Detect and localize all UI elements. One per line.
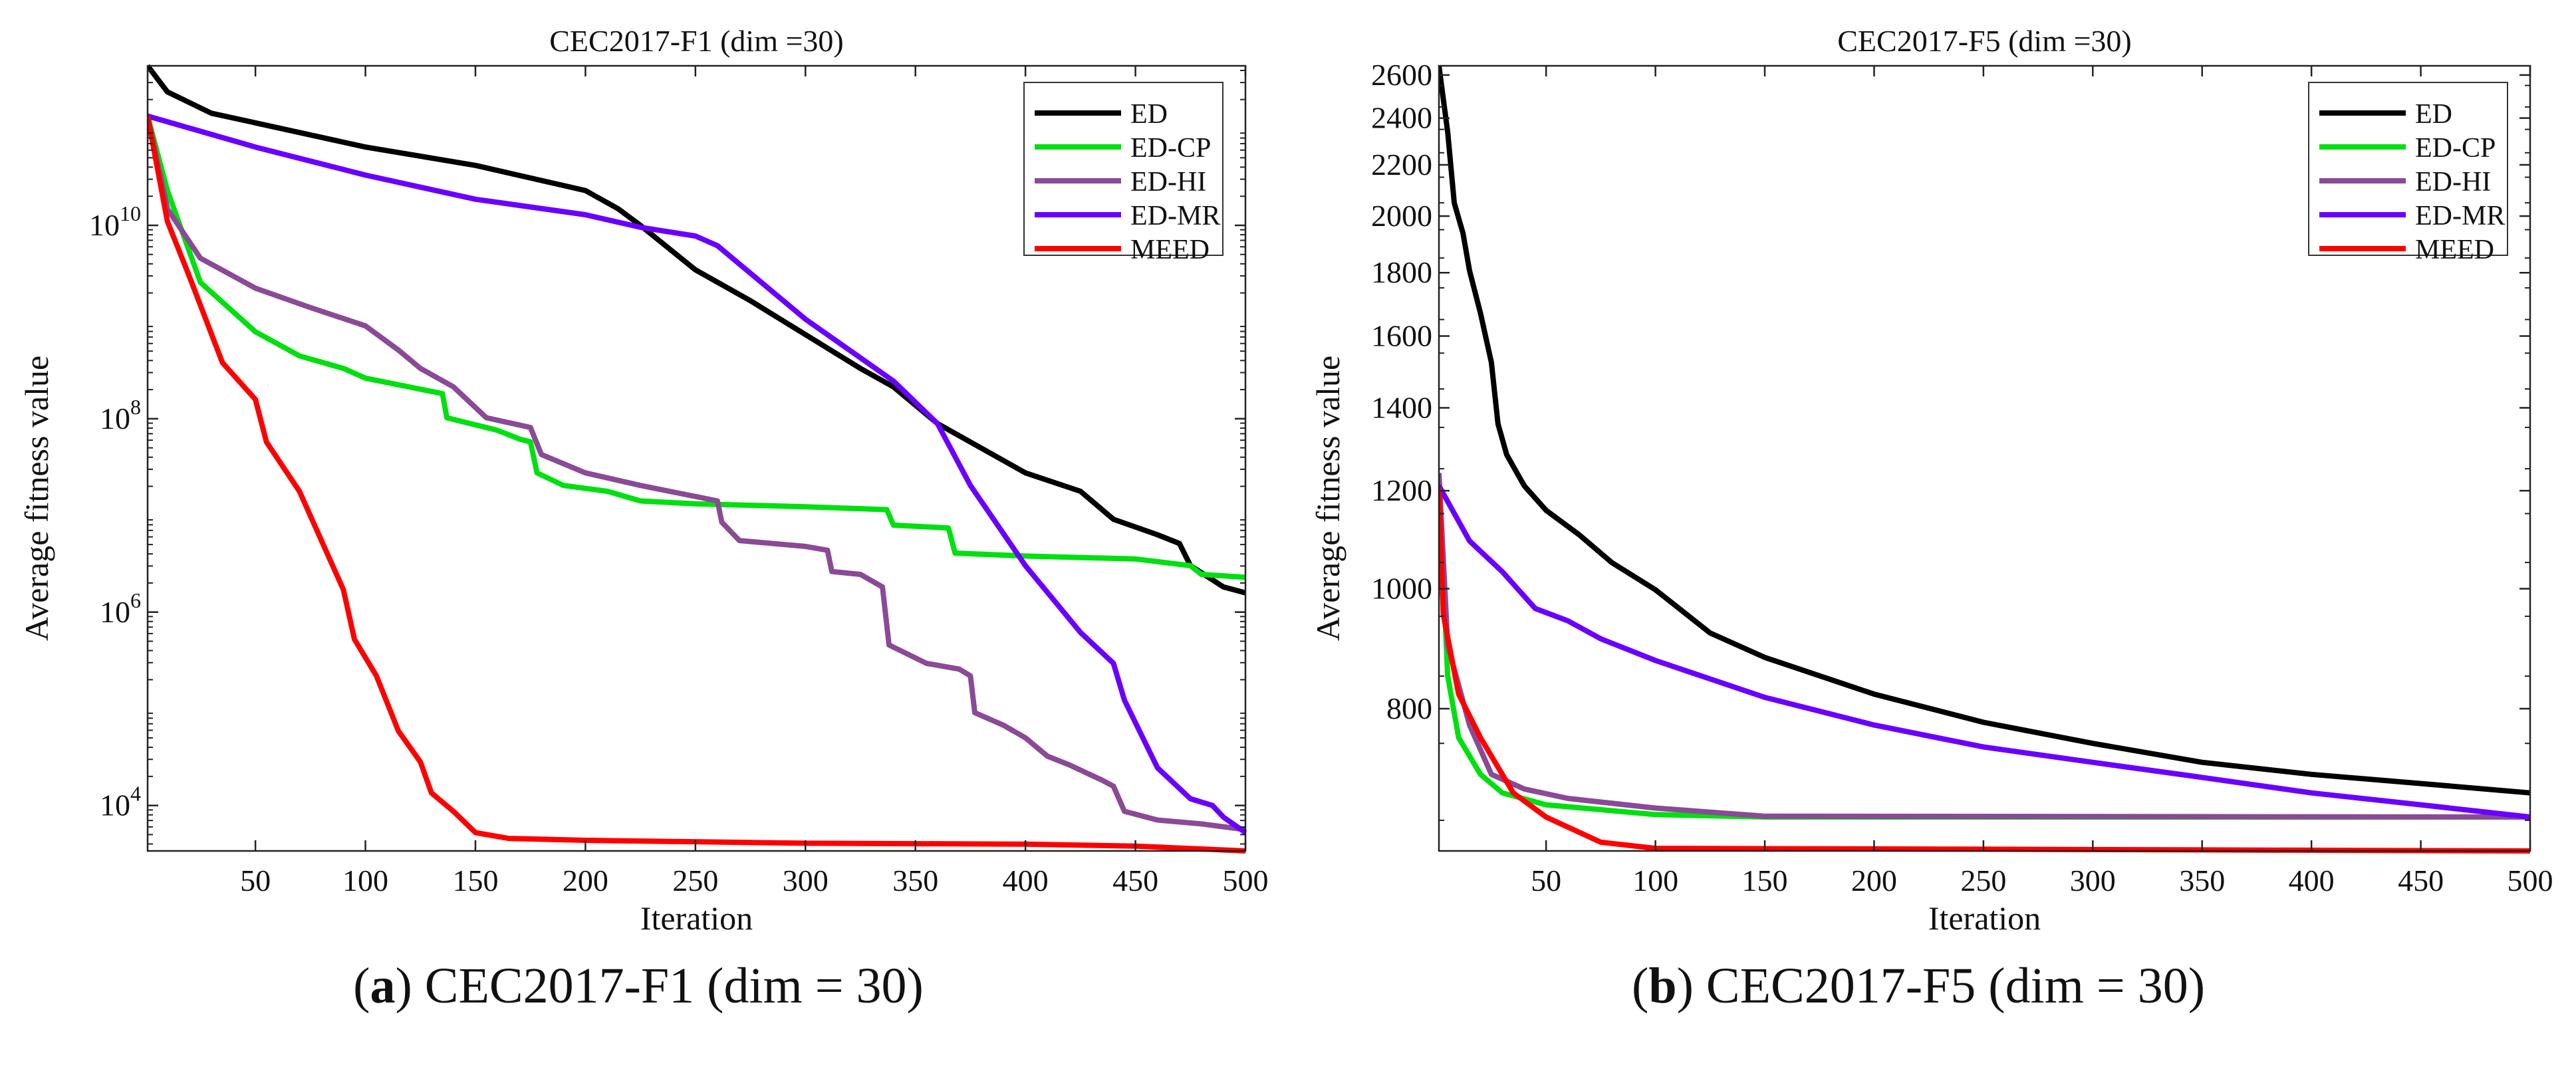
chart-title: CEC2017-F5 (dim =30) <box>1837 24 2132 58</box>
y-tick-label: 2000 <box>1371 199 1432 233</box>
x-axis-label: Iteration <box>640 899 753 937</box>
chart-2: CEC2017-F5 (dim =30) 50 100 150 200 250 300 350… <box>1309 24 2553 937</box>
x-tick-label: 50 <box>240 864 271 897</box>
y-tick-exponent: 4 <box>130 782 141 806</box>
legend-label: ED-HI <box>1130 167 1206 197</box>
y-tick-exponent: 8 <box>130 395 141 419</box>
legend-label: MEED <box>1130 235 1210 265</box>
x-tick-label: 150 <box>452 864 498 897</box>
x-tick-label: 450 <box>1112 864 1158 897</box>
y-axis-label: Average fitness value <box>1309 356 1347 641</box>
x-tick-label: 300 <box>783 864 829 897</box>
y-axis-label: Average fitness value <box>18 356 55 641</box>
x-tick-label: 500 <box>2508 864 2553 897</box>
x-tick-label: 400 <box>2289 864 2335 897</box>
chart-title: CEC2017-F1 (dim =30) <box>549 24 844 58</box>
caption-letter: a <box>370 958 396 1014</box>
y-tick-exponent: 6 <box>130 588 141 612</box>
series-line-ed-mr <box>148 113 1247 835</box>
x-tick-label: 350 <box>2179 864 2225 897</box>
x-tick-label: 400 <box>1003 864 1049 897</box>
y-tick-label: 1600 <box>1371 318 1432 352</box>
caption-text: CEC2017-F1 (dim = 30) <box>412 958 924 1014</box>
series-line-ed-cp <box>1439 485 2530 820</box>
x-tick-label: 150 <box>1741 864 1787 897</box>
legend-label: ED-MR <box>2415 201 2505 231</box>
x-tick-label: 100 <box>1632 864 1678 897</box>
axes-box <box>1438 64 2531 852</box>
legend-label: ED <box>1130 99 1168 130</box>
y-tick-base: 10 <box>100 788 130 822</box>
caption-a: (a) CEC2017-F1 (dim = 30) <box>353 958 924 1014</box>
legend-label: ED <box>2415 99 2452 130</box>
series-line-ed-hi <box>1439 473 2531 820</box>
x-tick-label: 200 <box>563 864 608 897</box>
chart-1: CEC2017-F1 (dim =30) 50 100 150 200 250 300 350… <box>18 24 1269 937</box>
y-tick-label: 2200 <box>1371 148 1432 181</box>
y-tick-label: 106 <box>100 588 141 629</box>
legend-label: ED-CP <box>2415 133 2496 164</box>
caption-letter: b <box>1648 958 1677 1014</box>
y-tick-label: 2400 <box>1371 101 1432 135</box>
legend-label: ED-CP <box>1130 133 1211 164</box>
x-tick-label: 500 <box>1223 864 1269 897</box>
series-line-ed-mr <box>1439 484 2531 820</box>
x-axis-label: Iteration <box>1928 899 2041 937</box>
x-tick-label: 250 <box>1960 864 2006 897</box>
x-tick-label: 100 <box>342 864 388 897</box>
y-tick-label: 1010 <box>89 201 141 242</box>
x-tick-label: 350 <box>892 864 938 897</box>
y-tick-label: 104 <box>100 782 141 822</box>
y-tick-label: 800 <box>1386 691 1432 725</box>
caption-text: CEC2017-F5 (dim = 30) <box>1693 958 2205 1014</box>
legend-label: MEED <box>2415 235 2494 265</box>
x-tick-label: 450 <box>2398 864 2444 897</box>
series-line-ed <box>1439 65 2531 796</box>
y-tick-label: 2600 <box>1371 58 1432 92</box>
series-line-meed <box>1439 488 2531 854</box>
x-tick-label: 200 <box>1851 864 1897 897</box>
series-line-ed-cp <box>148 115 1246 580</box>
y-tick-label: 1200 <box>1371 473 1432 507</box>
x-tick-label: 50 <box>1531 864 1561 897</box>
axes-box <box>146 64 1247 852</box>
caption-b: (b) CEC2017-F5 (dim = 30) <box>1632 958 2205 1014</box>
y-tick-label: 1000 <box>1371 572 1432 606</box>
x-tick-label: 300 <box>2070 864 2116 897</box>
series-line-ed <box>148 64 1247 596</box>
series-line-ed-hi <box>148 115 1246 832</box>
legend-label: ED-HI <box>2415 167 2491 197</box>
y-tick-base: 10 <box>89 208 120 242</box>
x-tick-label: 250 <box>672 864 718 897</box>
series-group <box>1439 65 2531 854</box>
legend-label: ED-MR <box>1130 201 1220 231</box>
y-tick-label: 1800 <box>1371 255 1432 289</box>
y-tick-exponent: 10 <box>120 201 141 225</box>
y-tick-base: 10 <box>100 402 130 435</box>
y-tick-label: 1400 <box>1371 390 1432 424</box>
series-group <box>148 64 1247 854</box>
y-tick-base: 10 <box>100 595 130 629</box>
y-tick-label: 108 <box>100 395 141 435</box>
